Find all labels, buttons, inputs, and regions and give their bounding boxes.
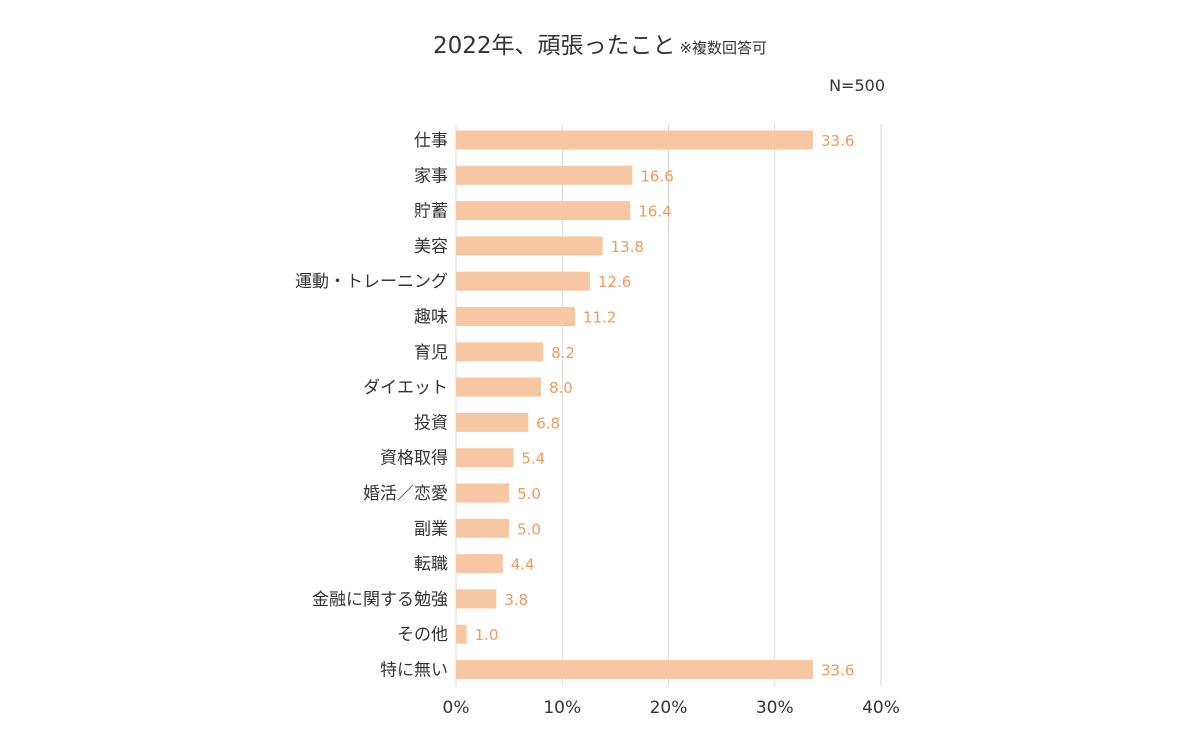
category-label: 投資 bbox=[414, 413, 448, 433]
category-label: 育児 bbox=[414, 343, 448, 363]
value-label: 11.2 bbox=[583, 309, 616, 327]
category-label: 趣味 bbox=[414, 308, 448, 328]
bar bbox=[456, 660, 813, 679]
value-label: 16.6 bbox=[640, 167, 673, 185]
value-label: 12.6 bbox=[598, 273, 631, 291]
category-label: 美容 bbox=[414, 237, 448, 257]
category-label: 貯蓄 bbox=[414, 202, 448, 222]
category-label: 転職 bbox=[414, 555, 448, 575]
x-tick-label: 0% bbox=[443, 698, 470, 718]
bar bbox=[456, 377, 541, 397]
value-label: 6.8 bbox=[536, 414, 560, 432]
chart-title-block: 2022年、頑張ったこと ※複数回答可 bbox=[0, 30, 1200, 64]
category-label: その他 bbox=[397, 625, 448, 645]
chart-subtitle: ※複数回答可 bbox=[679, 39, 768, 57]
sample-size-label: N=500 bbox=[829, 76, 885, 95]
bars bbox=[456, 130, 813, 679]
category-label: 家事 bbox=[414, 166, 448, 186]
category-label: 仕事 bbox=[414, 131, 448, 151]
value-label: 33.6 bbox=[821, 132, 854, 150]
bar bbox=[456, 342, 544, 362]
chart-title: 2022年、頑張ったこと bbox=[432, 33, 676, 59]
value-label: 8.0 bbox=[549, 379, 573, 397]
category-label: 運動・トレーニング bbox=[295, 272, 448, 292]
category-label: 資格取得 bbox=[380, 449, 448, 469]
labels: 0% 10% 20% 30% 40% 仕事 33.6 家事 16.6 貯蓄 16.4 美容 13.8 運動… bbox=[295, 131, 900, 718]
value-label: 16.4 bbox=[638, 203, 671, 221]
bar bbox=[456, 165, 633, 185]
category-label: 婚活／恋愛 bbox=[363, 483, 448, 504]
bar bbox=[456, 130, 813, 150]
value-label: 3.8 bbox=[504, 591, 528, 609]
bar bbox=[456, 271, 590, 291]
category-label: 副業 bbox=[414, 519, 448, 539]
bar bbox=[456, 589, 497, 609]
bar bbox=[456, 624, 467, 644]
category-label: 金融に関する勉強 bbox=[312, 590, 448, 610]
value-label: 5.4 bbox=[521, 450, 545, 468]
bar bbox=[456, 236, 603, 256]
value-label: 4.4 bbox=[511, 556, 535, 574]
bar bbox=[456, 483, 510, 503]
bar bbox=[456, 554, 503, 574]
x-tick-label: 30% bbox=[756, 698, 794, 718]
bar bbox=[456, 307, 575, 326]
x-tick-label: 40% bbox=[862, 698, 900, 718]
bar bbox=[456, 448, 514, 468]
bar bbox=[456, 201, 631, 221]
bar bbox=[456, 518, 510, 538]
value-label: 5.0 bbox=[517, 520, 541, 538]
value-label: 33.6 bbox=[821, 662, 854, 680]
category-label: ダイエット bbox=[363, 378, 448, 398]
value-label: 13.8 bbox=[611, 238, 644, 256]
category-label: 特に無い bbox=[380, 661, 448, 681]
x-tick-label: 10% bbox=[543, 698, 581, 718]
x-tick-label: 20% bbox=[650, 698, 688, 718]
value-label: 8.2 bbox=[551, 344, 575, 362]
value-label: 5.0 bbox=[517, 485, 541, 503]
bar bbox=[456, 412, 529, 432]
value-label: 1.0 bbox=[475, 626, 499, 644]
